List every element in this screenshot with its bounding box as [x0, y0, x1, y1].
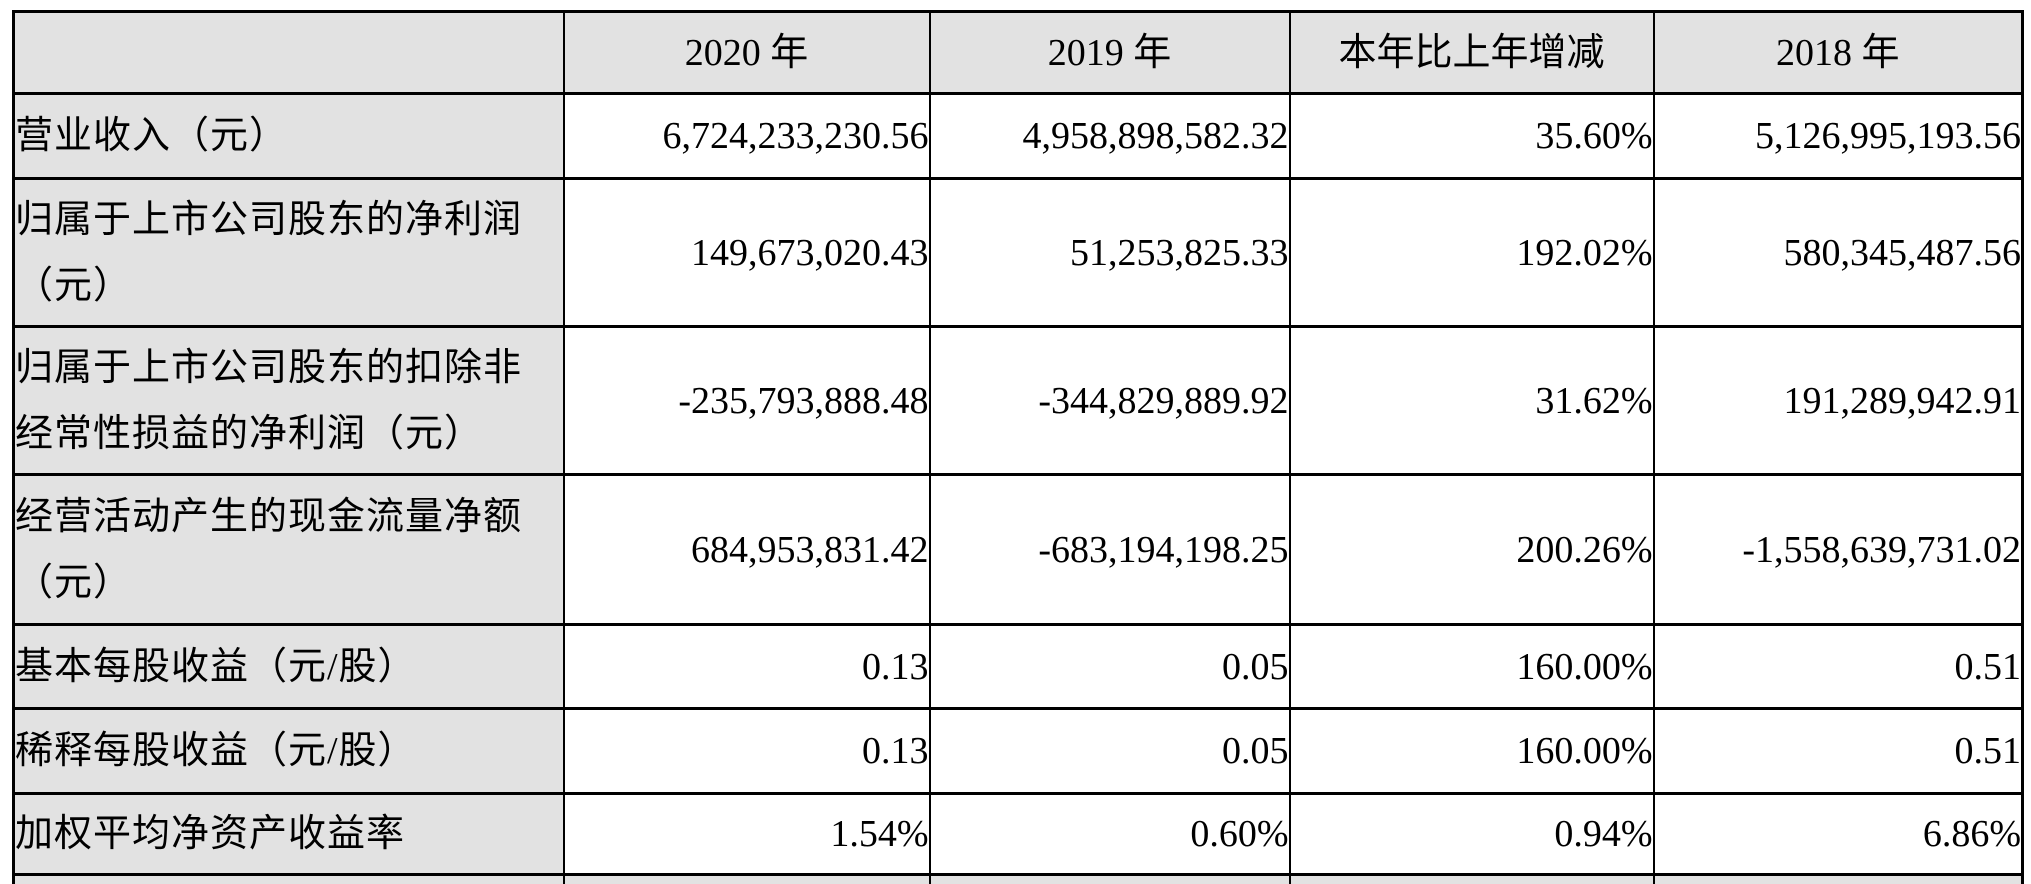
cell-2020: 0.13: [562, 623, 931, 710]
table-row-basic-eps: 基本每股收益（元/股） 0.13 0.05 160.00% 0.51: [12, 623, 2024, 710]
cell-2020: 0.13: [562, 707, 931, 795]
cell-2018: [1652, 873, 2024, 884]
cell-change: 160.00%: [1288, 623, 1655, 710]
row-label: 加权平均净资产收益率: [12, 792, 565, 876]
cell-change: 160.00%: [1288, 707, 1655, 795]
header-year-2020: 2020 年: [562, 10, 931, 95]
cell-2018: 0.51: [1652, 707, 2024, 795]
cell-2019: 4,958,898,582.32: [928, 92, 1291, 180]
header-row: 2020 年 2019 年 本年比上年增减 2018 年: [12, 10, 2024, 95]
cell-2020: 1.54%: [562, 792, 931, 876]
cell-2019: 0.05: [928, 707, 1291, 795]
cell-change: 0.94%: [1288, 792, 1655, 876]
financial-summary-table: 2020 年 2019 年 本年比上年增减 2018 年 营业收入（元） 6,7…: [12, 10, 2024, 884]
cell-change: 31.62%: [1288, 325, 1655, 476]
row-label: [12, 873, 565, 884]
table-row-weighted-avg-roe: 加权平均净资产收益率 1.54% 0.60% 0.94% 6.86%: [12, 792, 2024, 876]
row-label: 稀释每股收益（元/股）: [12, 707, 565, 795]
cell-2019: 0.05: [928, 623, 1291, 710]
cell-2018: 191,289,942.91: [1652, 325, 2024, 476]
cell-2019: -683,194,198.25: [928, 473, 1291, 626]
header-empty-cell: [12, 10, 565, 95]
cell-2018: 6.86%: [1652, 792, 2024, 876]
row-label: 归属于上市公司股东的扣除非 经常性损益的净利润（元）: [12, 325, 565, 476]
cell-change: [1288, 873, 1655, 884]
cell-2019: 0.60%: [928, 792, 1291, 876]
cell-change: 35.60%: [1288, 92, 1655, 180]
header-year-2018: 2018 年: [1652, 10, 2024, 95]
cell-2018: 580,345,487.56: [1652, 177, 2024, 328]
cell-2018: -1,558,639,731.02: [1652, 473, 2024, 626]
header-year-2019: 2019 年: [928, 10, 1291, 95]
table-row-revenue: 营业收入（元） 6,724,233,230.56 4,958,898,582.3…: [12, 92, 2024, 180]
cell-2020: 6,724,233,230.56: [562, 92, 931, 180]
header-yoy-change: 本年比上年增减: [1288, 10, 1655, 95]
cell-change: 192.02%: [1288, 177, 1655, 328]
row-label: 归属于上市公司股东的净利润 （元）: [12, 177, 565, 328]
row-label: 营业收入（元）: [12, 92, 565, 180]
table-row-net-profit-excl-nonrecurring: 归属于上市公司股东的扣除非 经常性损益的净利润（元） -235,793,888.…: [12, 325, 2024, 476]
table-row-clipped: [12, 873, 2024, 884]
cell-2020: -235,793,888.48: [562, 325, 931, 476]
table-row-net-profit: 归属于上市公司股东的净利润 （元） 149,673,020.43 51,253,…: [12, 177, 2024, 328]
table-row-diluted-eps: 稀释每股收益（元/股） 0.13 0.05 160.00% 0.51: [12, 707, 2024, 795]
row-label: 经营活动产生的现金流量净额 （元）: [12, 473, 565, 626]
cell-2020: [562, 873, 931, 884]
row-label: 基本每股收益（元/股）: [12, 623, 565, 710]
cell-2019: 51,253,825.33: [928, 177, 1291, 328]
cell-change: 200.26%: [1288, 473, 1655, 626]
table-row-operating-cash-flow: 经营活动产生的现金流量净额 （元） 684,953,831.42 -683,19…: [12, 473, 2024, 626]
cell-2018: 5,126,995,193.56: [1652, 92, 2024, 180]
cell-2019: -344,829,889.92: [928, 325, 1291, 476]
cell-2019: [928, 873, 1291, 884]
cell-2018: 0.51: [1652, 623, 2024, 710]
cell-2020: 684,953,831.42: [562, 473, 931, 626]
cell-2020: 149,673,020.43: [562, 177, 931, 328]
